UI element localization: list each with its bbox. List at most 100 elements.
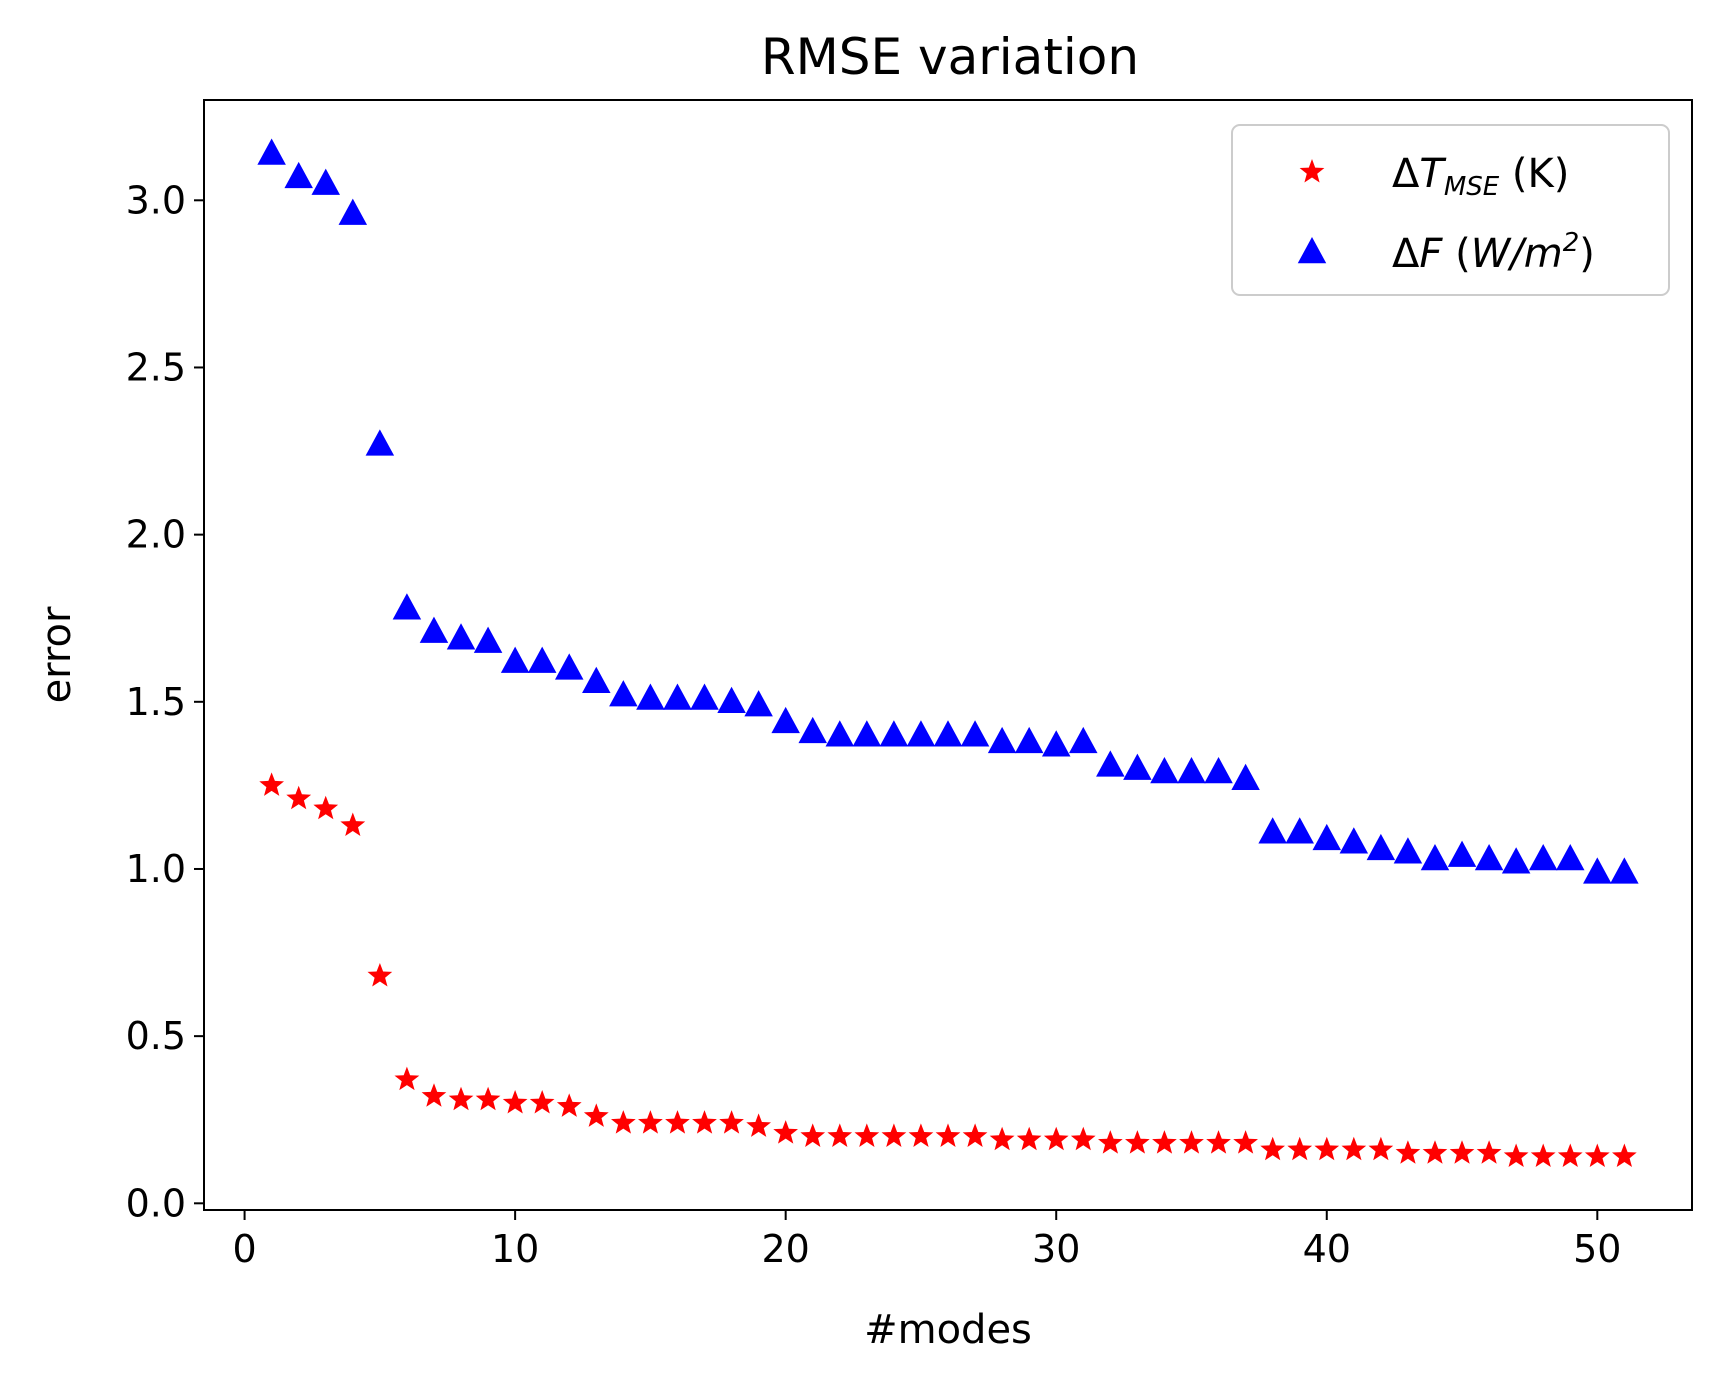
x-axis-ticks: 0 10 20 30 40 50 xyxy=(232,1210,1621,1271)
delta-t-point xyxy=(475,1086,501,1111)
delta-t-point xyxy=(367,963,393,987)
delta-t-point xyxy=(854,1123,880,1147)
y-tick-label: 2.5 xyxy=(126,345,186,389)
delta-f-point xyxy=(636,683,665,710)
delta-t-point xyxy=(1098,1130,1123,1154)
delta-t-point xyxy=(773,1120,798,1144)
chart-title: RMSE variation xyxy=(761,28,1139,86)
y-tick-label: 0.5 xyxy=(126,1014,186,1058)
delta-f-point xyxy=(1123,753,1152,780)
delta-f-point xyxy=(825,720,855,747)
delta-f-point xyxy=(365,429,395,456)
delta-f-point xyxy=(717,686,746,714)
x-tick-label: 20 xyxy=(761,1227,809,1271)
delta-t-point xyxy=(286,785,312,810)
x-tick-label: 10 xyxy=(491,1227,539,1271)
delta-t-point xyxy=(1395,1140,1421,1164)
delta-t-point xyxy=(556,1093,582,1117)
delta-t-point xyxy=(1476,1140,1502,1164)
x-tick-label: 40 xyxy=(1303,1227,1351,1271)
delta-f-point xyxy=(1528,843,1558,871)
delta-t-point xyxy=(1557,1143,1583,1167)
x-tick-label: 50 xyxy=(1573,1227,1621,1271)
legend-box xyxy=(1231,124,1670,296)
delta-t-point xyxy=(1503,1143,1529,1167)
y-tick-label: 2.0 xyxy=(126,513,186,557)
delta-f-point xyxy=(1501,847,1531,874)
data-markers xyxy=(257,138,1639,1167)
delta-t-point xyxy=(1449,1140,1475,1164)
legend-star-marker xyxy=(1299,159,1325,183)
delta-t-point xyxy=(881,1123,907,1147)
delta-t-point xyxy=(908,1123,934,1147)
delta-f-point xyxy=(1258,817,1287,844)
x-tick-label: 0 xyxy=(232,1227,256,1271)
delta-f-point xyxy=(419,616,449,643)
delta-f-point xyxy=(879,720,909,747)
delta-t-point xyxy=(1530,1143,1556,1167)
delta-t-point xyxy=(989,1126,1015,1151)
delta-t-point xyxy=(1070,1126,1096,1151)
delta-f-point xyxy=(609,680,638,707)
delta-f-point xyxy=(1366,833,1396,861)
delta-t-point xyxy=(962,1123,988,1147)
y-tick-label: 3.0 xyxy=(126,178,186,222)
delta-f-point xyxy=(1014,726,1044,754)
delta-t-point xyxy=(1260,1136,1285,1161)
delta-f-point xyxy=(1150,757,1179,784)
delta-f-point xyxy=(1339,827,1369,854)
delta-t-point xyxy=(665,1110,690,1134)
delta-f-point xyxy=(1041,730,1071,757)
delta-f-point xyxy=(284,161,313,189)
delta-f-point xyxy=(1474,843,1504,871)
delta-f-point xyxy=(338,198,368,225)
delta-t-point xyxy=(502,1090,528,1114)
delta-t-point xyxy=(935,1123,961,1147)
legend-triangle-marker xyxy=(1297,237,1327,264)
x-axis-label: #modes xyxy=(864,1307,1032,1353)
delta-f-point xyxy=(933,720,963,747)
delta-f-point xyxy=(663,683,692,710)
delta-f-point xyxy=(1556,843,1585,871)
delta-t-point xyxy=(1584,1143,1610,1167)
delta-t-point xyxy=(692,1110,717,1134)
delta-f-point xyxy=(1069,726,1098,754)
delta-t-point xyxy=(448,1086,474,1111)
delta-t-point xyxy=(259,772,284,796)
delta-t-point xyxy=(394,1066,420,1091)
delta-t-point xyxy=(421,1083,447,1107)
delta-t-point xyxy=(313,795,339,820)
delta-t-point xyxy=(1043,1126,1069,1151)
legend: ΔTMSE (K) ΔF (W/m2) xyxy=(1231,124,1670,296)
delta-t-point xyxy=(611,1110,636,1134)
delta-t-point xyxy=(1152,1130,1177,1154)
delta-f-point xyxy=(311,168,340,195)
legend-markers xyxy=(1297,159,1327,264)
delta-f-point xyxy=(1204,757,1233,784)
delta-t-point xyxy=(1314,1136,1340,1161)
delta-f-point xyxy=(1393,837,1423,864)
delta-f-point xyxy=(392,593,422,620)
delta-f-point xyxy=(771,706,800,734)
delta-f-point xyxy=(690,683,719,710)
delta-t-point xyxy=(746,1113,771,1137)
delta-f-point xyxy=(987,726,1017,754)
delta-t-point xyxy=(1125,1130,1150,1154)
delta-t-point xyxy=(529,1090,555,1114)
delta-t-point xyxy=(1612,1143,1637,1167)
delta-f-point xyxy=(527,646,557,673)
delta-t-point xyxy=(1368,1136,1394,1161)
delta-t-point xyxy=(800,1123,826,1147)
delta-f-point xyxy=(1177,757,1206,784)
delta-f-point xyxy=(1583,857,1612,884)
delta-t-point xyxy=(1422,1140,1448,1164)
y-tick-label: 0.0 xyxy=(126,1181,186,1225)
delta-f-point xyxy=(473,626,503,653)
delta-f-point xyxy=(1096,750,1125,777)
delta-f-point xyxy=(798,716,827,744)
delta-f-point xyxy=(744,690,773,717)
delta-f-point xyxy=(906,720,936,747)
y-axis-ticks: 0.0 0.5 1.0 1.5 2.0 2.5 3.0 xyxy=(126,178,204,1225)
delta-t-point xyxy=(1233,1130,1258,1154)
